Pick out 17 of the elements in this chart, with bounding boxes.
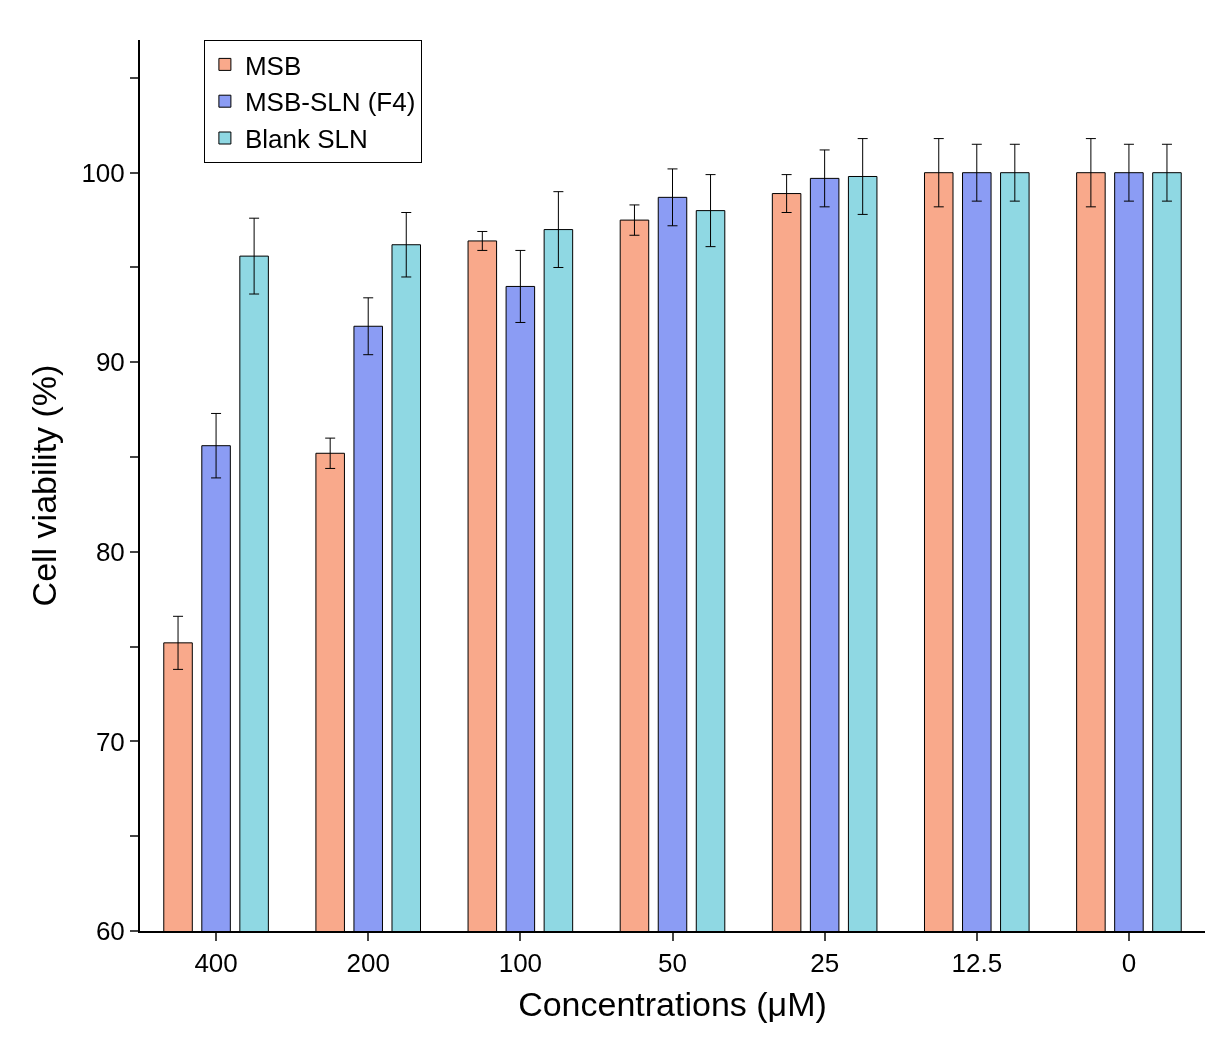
x-tick-label: 200: [346, 948, 390, 979]
y-axis-title: Cell viability (%): [24, 364, 63, 607]
x-tick-label: 50: [658, 948, 687, 979]
legend-label: MSB: [244, 50, 302, 81]
y-tick-label: 70: [95, 726, 125, 757]
x-axis-title: Concentrations (μM): [518, 985, 827, 1023]
x-tick-label: 100: [498, 948, 543, 979]
y-tick-label: 100: [81, 157, 125, 188]
y-tick-label: 90: [95, 347, 125, 378]
x-tick-label: 400: [194, 948, 238, 979]
x-tick-label: 25: [810, 948, 840, 979]
x-tick-label: 0: [1121, 948, 1137, 979]
y-tick-label: 60: [95, 916, 125, 947]
y-tick-label: 80: [95, 536, 125, 567]
x-tick-label: 12.5: [951, 948, 1003, 979]
legend-label: MSB-SLN (F4): [244, 87, 416, 118]
legend-label: Blank SLN: [244, 124, 368, 155]
